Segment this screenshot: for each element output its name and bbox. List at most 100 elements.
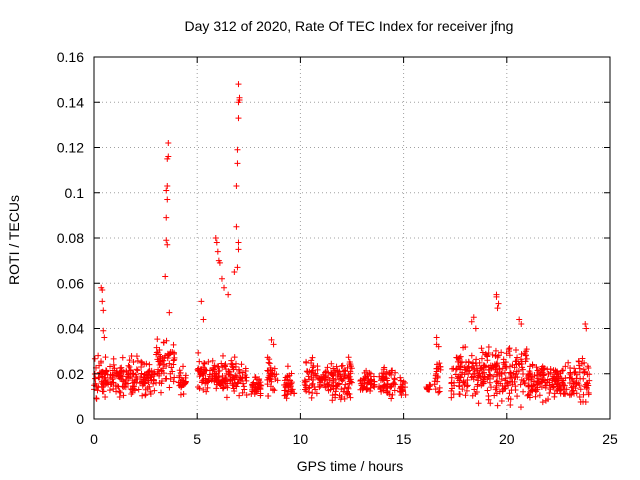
data-point bbox=[468, 374, 475, 381]
data-point bbox=[154, 336, 161, 343]
data-point bbox=[143, 371, 150, 378]
data-point bbox=[557, 390, 564, 397]
data-point bbox=[267, 373, 274, 380]
data-point bbox=[196, 385, 203, 392]
data-point bbox=[337, 374, 344, 381]
data-point bbox=[309, 354, 316, 361]
data-point bbox=[513, 371, 520, 378]
data-point bbox=[517, 381, 524, 388]
data-point bbox=[433, 334, 440, 341]
data-point bbox=[448, 387, 455, 394]
data-point bbox=[110, 386, 117, 393]
data-point bbox=[344, 390, 351, 397]
data-point bbox=[539, 369, 546, 376]
data-point bbox=[456, 383, 463, 390]
data-point bbox=[468, 352, 475, 359]
data-point bbox=[519, 364, 526, 371]
data-point bbox=[502, 377, 509, 384]
data-point bbox=[512, 346, 519, 353]
data-point bbox=[316, 381, 323, 388]
data-point bbox=[478, 355, 485, 362]
data-point bbox=[362, 374, 369, 381]
data-point bbox=[201, 359, 208, 366]
data-point bbox=[167, 370, 174, 377]
data-point bbox=[213, 239, 220, 246]
data-point bbox=[542, 382, 549, 389]
data-point bbox=[205, 378, 212, 385]
data-point bbox=[457, 359, 464, 366]
data-point bbox=[517, 356, 524, 363]
data-point bbox=[95, 374, 102, 381]
data-point bbox=[338, 386, 345, 393]
data-point bbox=[585, 382, 592, 389]
data-point bbox=[364, 385, 371, 392]
data-point bbox=[448, 380, 455, 387]
data-point bbox=[567, 365, 574, 372]
data-point bbox=[166, 360, 173, 367]
data-point bbox=[400, 378, 407, 385]
data-point bbox=[505, 382, 512, 389]
data-point bbox=[302, 378, 309, 385]
data-point bbox=[218, 360, 225, 367]
data-point bbox=[147, 390, 154, 397]
data-point bbox=[562, 391, 569, 398]
data-point bbox=[138, 370, 145, 377]
data-point bbox=[229, 363, 236, 370]
data-point bbox=[348, 363, 355, 370]
data-point bbox=[170, 357, 177, 364]
data-point bbox=[209, 370, 216, 377]
data-point bbox=[456, 374, 463, 381]
data-point bbox=[228, 357, 235, 364]
data-point bbox=[535, 379, 542, 386]
data-point bbox=[163, 187, 170, 194]
data-point bbox=[117, 372, 124, 379]
data-point bbox=[347, 368, 354, 375]
data-point bbox=[585, 365, 592, 372]
data-point bbox=[146, 368, 153, 375]
data-point bbox=[569, 376, 576, 383]
data-point bbox=[493, 361, 500, 368]
data-point bbox=[134, 375, 141, 382]
data-point bbox=[219, 364, 226, 371]
data-point bbox=[544, 379, 551, 386]
data-point bbox=[464, 383, 471, 390]
data-point bbox=[201, 366, 208, 373]
data-point bbox=[234, 380, 241, 387]
data-point bbox=[182, 372, 189, 379]
data-point bbox=[210, 365, 217, 372]
data-point bbox=[481, 369, 488, 376]
data-point bbox=[485, 343, 492, 350]
data-point bbox=[336, 392, 343, 399]
data-point bbox=[214, 248, 221, 255]
data-point bbox=[473, 389, 480, 396]
data-point bbox=[388, 395, 395, 402]
data-point bbox=[518, 351, 525, 358]
data-point bbox=[544, 376, 551, 383]
data-point bbox=[211, 362, 218, 369]
data-point bbox=[129, 377, 136, 384]
data-point bbox=[495, 300, 502, 307]
data-point bbox=[346, 378, 353, 385]
data-point bbox=[367, 370, 374, 377]
data-point bbox=[562, 375, 569, 382]
data-point bbox=[160, 339, 167, 346]
data-point bbox=[230, 385, 237, 392]
data-point bbox=[288, 380, 295, 387]
data-point bbox=[125, 362, 132, 369]
data-point bbox=[235, 239, 242, 246]
data-point bbox=[491, 392, 498, 399]
data-point bbox=[585, 391, 592, 398]
data-point bbox=[399, 383, 406, 390]
data-point bbox=[233, 182, 240, 189]
data-point bbox=[520, 388, 527, 395]
data-point bbox=[310, 371, 317, 378]
data-point bbox=[281, 377, 288, 384]
data-point bbox=[529, 362, 536, 369]
data-point bbox=[109, 372, 116, 379]
data-point bbox=[160, 370, 167, 377]
data-point bbox=[512, 383, 519, 390]
data-point bbox=[150, 380, 157, 387]
data-point bbox=[316, 384, 323, 391]
data-point bbox=[364, 371, 371, 378]
